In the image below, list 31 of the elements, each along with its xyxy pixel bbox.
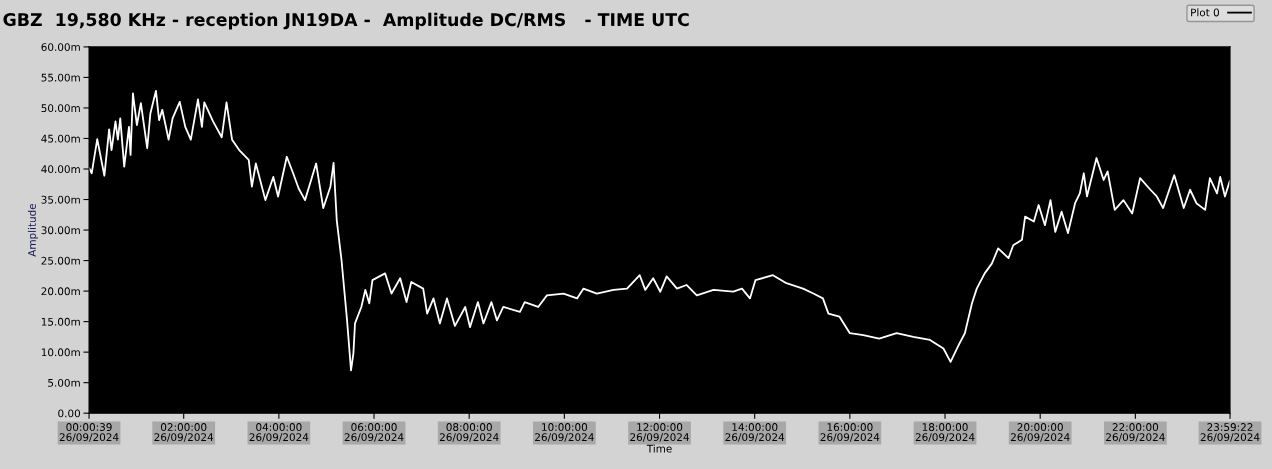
y-tick-label: 20.00m <box>41 287 80 296</box>
x-tick-label: 20:00:00 26/09/2024 <box>1010 423 1070 442</box>
x-tick-label: 10:00:00 26/09/2024 <box>535 423 594 442</box>
y-tick-label: 25.00m <box>41 256 80 265</box>
x-tick-label: 14:00:00 26/09/2024 <box>725 423 785 442</box>
x-tick-label: 06:00:00 26/09/2024 <box>344 423 404 442</box>
line-series <box>89 89 1231 372</box>
x-tick-label: 23:59:22 26/09/2024 <box>1200 423 1260 442</box>
x-tick-label: 12:00:00 26/09/2024 <box>630 423 689 442</box>
text: Plot 0 <box>1191 8 1220 17</box>
y-tick-label: 0.00 <box>58 409 81 418</box>
x-tick-label: 18:00:00 26/09/2024 <box>915 423 975 442</box>
y-tick-label: 55.00m <box>41 73 80 82</box>
y-tick-label: 5.00m <box>48 378 80 387</box>
y-axis-title: Amplitude <box>27 203 38 257</box>
y-tick-label: 60.00m <box>41 43 80 52</box>
y-tick-label: 30.00m <box>41 226 80 235</box>
x-axis-title: Time <box>646 444 672 453</box>
x-tick-label: 04:00:00 26/09/2024 <box>249 423 309 442</box>
y-tick-label: 35.00m <box>41 195 80 204</box>
x-tick-label: 22:00:00 26/09/2024 <box>1106 423 1165 442</box>
x-tick-label: 08:00:00 26/09/2024 <box>439 423 499 442</box>
x-tick-label: 02:00:00 26/09/2024 <box>154 423 214 442</box>
chart-title: GBZ 19,580 KHz - reception JN19DA - Amplitude DC/RMS - TIME UTC <box>3 12 689 30</box>
y-tick-label: 40.00m <box>41 165 80 174</box>
y-tick-label: 10.00m <box>41 348 80 357</box>
x-tick-label: 00:00:39 26/09/2024 <box>59 423 119 442</box>
y-tick-label: 15.00m <box>41 317 80 326</box>
y-tick-label: 50.00m <box>41 104 80 113</box>
x-tick-label: 16:00:00 26/09/2024 <box>820 423 880 442</box>
y-tick-label: 45.00m <box>41 134 80 143</box>
